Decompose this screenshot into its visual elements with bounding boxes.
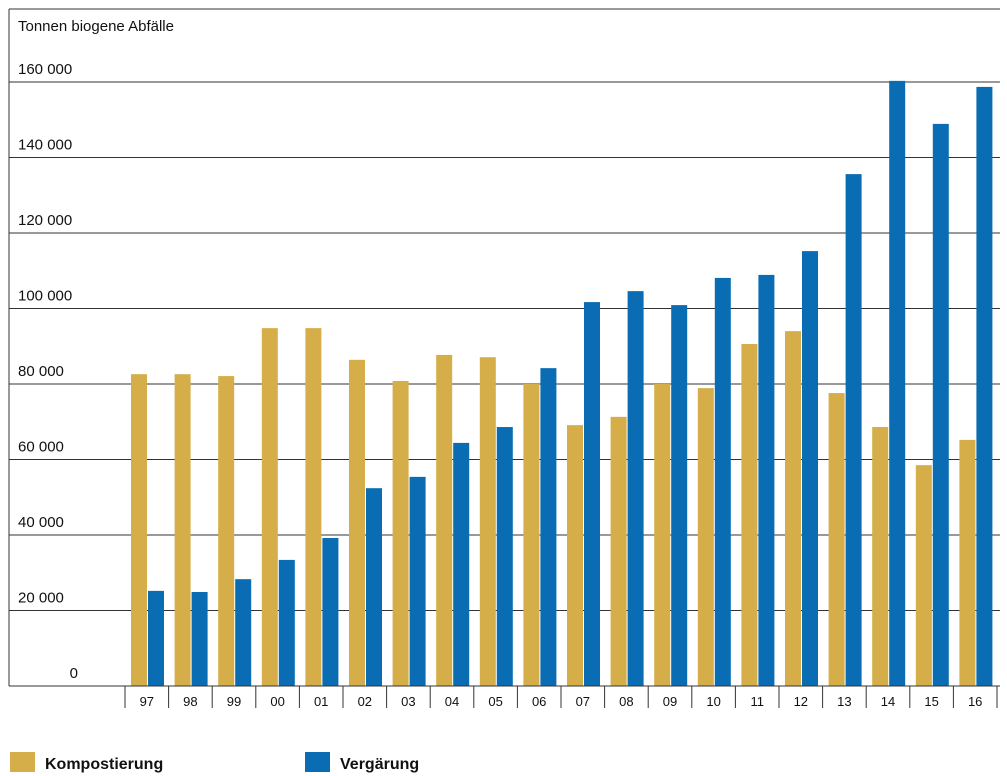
y-tick-label: 80 000	[18, 363, 64, 380]
x-tick-label: 11	[750, 694, 764, 709]
bar	[148, 590, 164, 686]
bar	[627, 291, 644, 686]
bar	[915, 465, 932, 686]
bar	[802, 251, 818, 686]
bar	[409, 476, 426, 686]
bar	[976, 86, 993, 687]
x-tick-label: 98	[183, 694, 197, 709]
x-tick-label: 10	[706, 694, 720, 709]
bar	[191, 592, 208, 686]
bar	[845, 174, 862, 687]
bar	[932, 123, 949, 687]
bar	[436, 354, 453, 686]
bar	[758, 274, 775, 686]
bar	[479, 357, 496, 686]
x-tick-label: 05	[488, 694, 502, 709]
bar	[235, 579, 252, 686]
bar	[741, 343, 758, 686]
x-tick-label: 09	[663, 694, 677, 709]
bar	[322, 538, 339, 686]
x-tick-label: 00	[270, 694, 284, 709]
y-tick-label: 0	[70, 665, 78, 682]
bar	[540, 368, 557, 686]
x-tick-label: 12	[794, 694, 808, 709]
legend-swatch	[10, 752, 35, 772]
bar	[654, 384, 671, 686]
x-tick-label: 02	[358, 694, 372, 709]
bar	[174, 374, 191, 686]
x-tick-label: 15	[924, 694, 938, 709]
bar	[366, 488, 382, 686]
y-tick-label: 160 000	[18, 61, 72, 78]
x-tick-label: 01	[314, 694, 328, 709]
bar	[889, 80, 906, 687]
bar	[261, 328, 278, 686]
x-tick-label: 03	[401, 694, 415, 709]
legend-label: Vergärung	[340, 756, 419, 773]
bar	[349, 359, 365, 686]
bar	[584, 302, 600, 686]
bar	[671, 305, 688, 686]
x-tick-label: 14	[881, 694, 895, 709]
bar	[218, 376, 235, 686]
bar	[872, 427, 889, 686]
bar	[523, 384, 540, 686]
bar	[714, 277, 731, 686]
legend-swatch	[305, 752, 330, 772]
bar	[496, 427, 513, 686]
y-tick-label: 100 000	[18, 288, 72, 305]
x-tick-label: 08	[619, 694, 633, 709]
x-tick-label: 07	[576, 694, 590, 709]
bar	[392, 380, 409, 686]
bar	[131, 374, 147, 686]
y-tick-label: 140 000	[18, 137, 72, 154]
x-tick-label: 13	[837, 694, 851, 709]
chart-title: Tonnen biogene Abfälle	[18, 18, 174, 35]
x-tick-label: 16	[968, 694, 982, 709]
x-tick-label: 97	[140, 694, 154, 709]
bar	[567, 425, 583, 686]
x-tick-label: 06	[532, 694, 546, 709]
y-tick-label: 60 000	[18, 439, 64, 456]
bar	[785, 331, 801, 686]
legend-label: Kompostierung	[45, 756, 163, 773]
bar	[305, 328, 322, 686]
bar	[697, 388, 714, 686]
x-tick-label: 99	[227, 694, 241, 709]
y-tick-label: 40 000	[18, 514, 64, 531]
bar	[610, 416, 627, 686]
bar	[959, 439, 976, 686]
bar	[453, 442, 470, 686]
bar	[278, 559, 295, 686]
bar	[828, 393, 845, 686]
y-tick-label: 20 000	[18, 590, 64, 607]
y-tick-label: 120 000	[18, 212, 72, 229]
x-tick-label: 04	[445, 694, 459, 709]
